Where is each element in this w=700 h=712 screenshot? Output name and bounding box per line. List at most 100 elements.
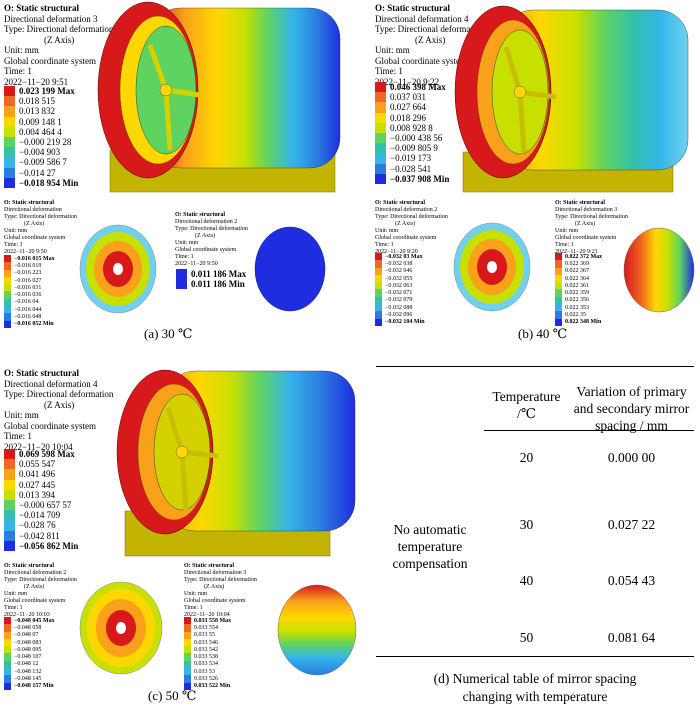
legend-label: −0.016 052 Min [14,321,54,328]
legend-entry: −0.016 027 [4,276,55,285]
group-label-line: temperature [397,539,463,554]
legend-swatch [375,318,382,326]
legend-entry: 0.037 031 [375,92,449,103]
legend-label: −0.016 048 [14,314,42,321]
legend-swatch [4,510,15,521]
table-header-rule [484,430,694,431]
header-line: Time: 1 [4,605,23,611]
legend-entry: 0.013 832 [4,106,78,117]
legend-entry: −0.000 657 57 [4,499,78,511]
panel-b-sub2-header: O: Static structural Directional deforma… [555,200,628,256]
legend-swatch [176,269,187,280]
legend-label: 0.033 546 [194,639,218,646]
legend-entry: −0.019 173 [375,153,449,164]
legend-entry: −0.016 048 [4,313,55,321]
legend-entry: −0.032 055 [375,274,425,283]
header-line: Global coordinate system [4,235,66,241]
legend-swatch [555,253,562,261]
legend-label: −0.016 04 [14,299,39,306]
legend-label: −0.048 12 [14,661,39,668]
legend-entry: 0.011 186 Min [176,279,246,290]
legend-entry: −0.028 541 [375,163,449,174]
header-line: Directional deformation [4,207,62,213]
header-line: Global coordinate system [375,55,467,66]
panel-a-sub2-header: O: Static structural Directional deforma… [175,212,248,268]
header-line: Global coordinate system [4,420,96,431]
legend-label: 0.022 356 [565,297,589,304]
legend-entry: −0.016 223 [4,269,55,277]
panel-a-caption: (a) 30 ℃ [144,326,193,341]
legend-label: 0.033 558 Max [194,617,232,624]
legend-label: −0.016 031 [14,284,42,291]
legend-swatch [4,262,11,270]
legend-label: 0.011 186 Max [191,269,247,280]
legend-swatch [184,646,191,654]
legend-entry: 0.022 372 Max [555,253,602,261]
legend-label: 0.033 55 [194,632,215,639]
legend-entry: −0.016 044 [4,306,55,314]
panel-c-main-model [116,369,356,557]
header-line: Time: 1 [4,242,23,248]
legend-entry: −0.032 038 [375,260,425,268]
header-line: Global coordinate system [175,247,237,253]
table-bottom-rule [376,656,694,657]
table-row-spacing: 0.027 22 [607,517,656,532]
legend-label: −0.048 157 Min [14,683,54,690]
legend-entry: 0.033 538 [184,653,231,661]
legend-entry: −0.009 586 7 [4,157,78,168]
legend-entry: 0.013 394 [4,489,78,500]
legend-swatch [4,638,11,647]
legend-label: 0.041 496 [19,469,55,480]
legend-entry: 0.033 542 [184,646,231,654]
legend-entry: 0.022 356 [555,296,602,305]
legend-label: −0.009 586 7 [19,157,67,168]
panel-c-sub1-header: O: Static structural Directional deforma… [4,563,77,619]
header-line: Type: Directional deformation [4,24,114,34]
legend-label: 0.018 515 [19,96,55,107]
header-line: Time: 1 [375,66,403,76]
legend-swatch [375,260,382,268]
legend-swatch [375,112,386,123]
legend-swatch [4,489,15,500]
legend-swatch [4,459,15,470]
header-line: Time: 1 [4,431,32,441]
legend-label: 0.033 554 [194,624,218,631]
header-line: Unit: mm [4,228,28,234]
legend-swatch [4,449,15,460]
header-line: O: Static structural [175,212,225,218]
legend-swatch [4,106,15,117]
legend-label: 0.033 534 [194,661,218,668]
group-label: No automatic temperature compensation [376,521,484,572]
header-line: (Z Axis) [395,221,416,227]
panel-b-caption: (b) 40 ℃ [518,326,568,341]
legend-swatch [555,260,562,268]
legend-entry: −0.048 12 [4,660,55,669]
legend-label: 0.022 348 Min [565,319,602,326]
header-line: Directional deformation 4 [4,378,98,389]
legend-label: −0.032 079 [385,297,413,304]
legend-swatch [184,675,191,683]
legend-label: 0.018 296 [390,112,426,123]
legend-swatch [375,311,382,319]
legend-swatch [555,304,562,312]
header-line: O: Static structural [4,3,79,13]
legend-label: −0.037 908 Min [390,173,450,184]
header-line: Global coordinate system [4,598,66,604]
legend-label: 0.069 598 Max [19,449,75,460]
legend-entry: −0.042 811 [4,530,78,541]
table-row-temperature: 30 [519,517,534,532]
legend-swatch [4,276,11,285]
header-line: (Z Axis) [195,233,216,239]
legend-entry: 0.018 515 [4,96,78,107]
legend-swatch [4,646,11,654]
legend-label: 0.023 199 Max [19,86,75,97]
legend-entry: −0.048 132 [4,668,55,676]
legend-swatch [375,92,386,103]
legend-entry: 0.033 55 [184,631,231,639]
caption-line: changing with temperature [462,689,608,704]
panel-c-caption: (c) 50 ℃ [148,688,197,703]
legend-entry: −0.032 088 [375,304,425,312]
legend-label: −0.048 083 [14,639,42,646]
legend-label: −0.016 223 [14,270,42,277]
legend-entry: 0.022 359 [555,289,602,297]
